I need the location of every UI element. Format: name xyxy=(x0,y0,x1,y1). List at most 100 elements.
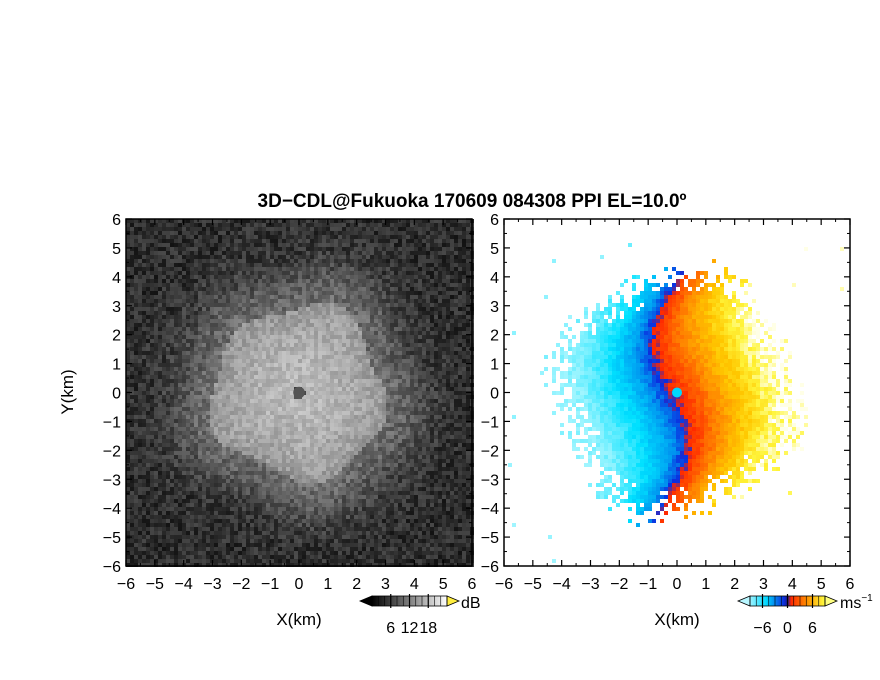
snr-pixel xyxy=(394,239,398,243)
snr-pixel xyxy=(130,219,134,223)
snr-pixel xyxy=(170,307,174,311)
snr-pixel xyxy=(126,443,130,447)
snr-pixel xyxy=(194,403,198,407)
snr-pixel xyxy=(142,219,146,223)
snr-pixel xyxy=(354,271,358,275)
snr-pixel xyxy=(166,419,170,423)
snr-pixel xyxy=(206,391,210,395)
snr-pixel xyxy=(186,323,190,327)
snr-pixel xyxy=(438,303,442,307)
snr-pixel xyxy=(266,415,270,419)
snr-pixel xyxy=(422,355,426,359)
snr-pixel xyxy=(154,359,158,363)
snr-pixel xyxy=(254,267,258,271)
snr-pixel xyxy=(358,255,362,259)
snr-pixel xyxy=(430,279,434,283)
snr-pixel xyxy=(382,359,386,363)
snr-pixel xyxy=(266,271,270,275)
snr-pixel xyxy=(354,239,358,243)
snr-pixel xyxy=(326,251,330,255)
snr-pixel xyxy=(386,307,390,311)
snr-pixel xyxy=(138,359,142,363)
snr-pixel xyxy=(250,439,254,443)
snr-pixel xyxy=(230,307,234,311)
snr-pixel xyxy=(362,227,366,231)
snr-pixel xyxy=(186,339,190,343)
snr-pixel xyxy=(354,251,358,255)
snr-pixel xyxy=(378,343,382,347)
snr-pixel xyxy=(334,259,338,263)
snr-pixel xyxy=(190,323,194,327)
snr-pixel xyxy=(366,227,370,231)
snr-pixel xyxy=(446,427,450,431)
snr-pixel xyxy=(378,367,382,371)
snr-pixel xyxy=(150,443,154,447)
snr-pixel xyxy=(162,275,166,279)
snr-pixel xyxy=(226,351,230,355)
snr-pixel xyxy=(462,303,466,307)
snr-pixel xyxy=(370,323,374,327)
snr-pixel xyxy=(302,283,306,287)
snr-pixel xyxy=(290,227,294,231)
snr-pixel xyxy=(322,331,326,335)
snr-pixel xyxy=(198,291,202,295)
snr-pixel xyxy=(438,287,442,291)
snr-pixel xyxy=(306,299,310,303)
snr-pixel xyxy=(282,323,286,327)
snr-pixel xyxy=(378,355,382,359)
snr-pixel xyxy=(210,279,214,283)
snr-pixel xyxy=(462,423,466,427)
snr-pixel xyxy=(378,255,382,259)
snr-pixel xyxy=(370,295,374,299)
snr-pixel xyxy=(166,447,170,451)
snr-pixel xyxy=(446,411,450,415)
snr-pixel xyxy=(182,371,186,375)
snr-pixel xyxy=(302,259,306,263)
snr-pixel xyxy=(458,315,462,319)
snr-pixel xyxy=(450,439,454,443)
snr-pixel xyxy=(194,439,198,443)
snr-pixel xyxy=(178,323,182,327)
snr-pixel xyxy=(134,247,138,251)
snr-pixel xyxy=(238,239,242,243)
snr-pixel xyxy=(426,427,430,431)
snr-pixel xyxy=(158,411,162,415)
snr-pixel xyxy=(458,431,462,435)
snr-pixel xyxy=(394,291,398,295)
snr-pixel xyxy=(330,427,334,431)
snr-pixel xyxy=(282,379,286,383)
snr-pixel xyxy=(434,295,438,299)
snr-pixel xyxy=(282,331,286,335)
snr-pixel xyxy=(362,239,366,243)
snr-pixel xyxy=(374,335,378,339)
snr-pixel xyxy=(186,399,190,403)
snr-pixel xyxy=(198,371,202,375)
snr-pixel xyxy=(186,391,190,395)
snr-pixel xyxy=(438,315,442,319)
snr-pixel xyxy=(366,411,370,415)
snr-pixel xyxy=(294,367,298,371)
snr-pixel xyxy=(346,255,350,259)
snr-pixel xyxy=(238,375,242,379)
snr-pixel xyxy=(270,431,274,435)
snr-pixel xyxy=(158,219,162,223)
snr-pixel xyxy=(326,263,330,267)
snr-pixel xyxy=(202,303,206,307)
snr-pixel xyxy=(246,339,250,343)
snr-pixel xyxy=(350,231,354,235)
snr-pixel xyxy=(126,403,130,407)
snr-pixel xyxy=(258,291,262,295)
snr-pixel xyxy=(182,243,186,247)
snr-pixel xyxy=(154,335,158,339)
snr-pixel xyxy=(130,267,134,271)
snr-pixel xyxy=(202,287,206,291)
snr-pixel xyxy=(146,351,150,355)
snr-pixel xyxy=(318,351,322,355)
snr-pixel xyxy=(458,391,462,395)
snr-pixel xyxy=(442,227,446,231)
snr-pixel xyxy=(406,423,410,427)
snr-pixel xyxy=(434,383,438,387)
snr-pixel xyxy=(250,303,254,307)
snr-pixel xyxy=(402,283,406,287)
snr-pixel xyxy=(146,219,150,223)
